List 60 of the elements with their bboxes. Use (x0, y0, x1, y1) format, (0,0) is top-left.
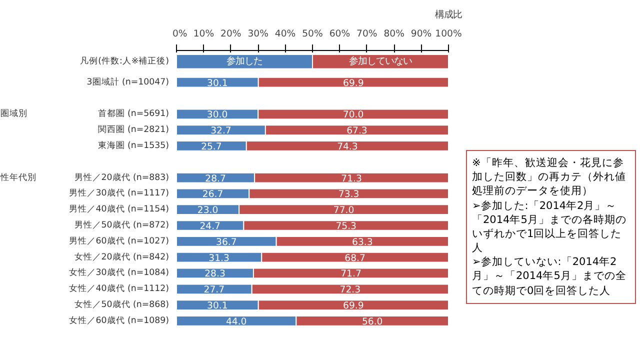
data-label: 74.3 (337, 141, 358, 152)
legend-title: 凡例(件数:人※補正後) (80, 56, 170, 67)
y-tick-label: 女性／50歳代 (n=868) (74, 299, 170, 310)
data-label: 23.0 (197, 205, 218, 216)
x-tick-label: 0% (172, 28, 188, 40)
data-label: 31.3 (208, 252, 230, 264)
x-tick-label: 90% (410, 28, 432, 40)
data-label: 27.7 (204, 284, 225, 296)
data-label: 71.7 (340, 268, 362, 280)
y-tick-label: 男性／50歳代 (n=872) (74, 220, 170, 230)
y-tick-label: 女性／40歳代 (n=1112) (68, 283, 170, 294)
data-label: 24.7 (200, 221, 221, 232)
data-label: 77.0 (333, 205, 354, 216)
x-tick-label: 80% (384, 28, 405, 40)
data-label: 30.0 (206, 110, 228, 121)
data-label: 32.7 (210, 126, 232, 137)
y-tick-label: 女性／30歳代 (n=1084) (68, 267, 170, 278)
x-tick-label: 40% (274, 28, 296, 40)
data-label: 28.3 (204, 268, 226, 280)
y-tick-label: 男性／40歳代 (n=1154) (68, 204, 170, 215)
data-label: 71.3 (341, 173, 362, 184)
x-axis-title: 構成比 (435, 10, 462, 20)
data-label: 63.3 (352, 236, 373, 248)
x-tick-label: 100% (435, 28, 462, 40)
data-label: 56.0 (362, 316, 383, 328)
y-tick-label: 3圏域計 (n=10047) (86, 76, 170, 88)
series-label: 参加した (226, 56, 262, 68)
data-label: 25.7 (201, 141, 222, 152)
data-label: 73.3 (338, 189, 360, 200)
y-tick-label: 男性／30歳代 (n=1117) (68, 188, 170, 199)
text: ※「昨年、歓送迎会・花見に参加した回数」の再カテ（外れ値処理前のデータを使用） ➢参加した:「2014年2月」～「2014年5月」までの各時期のいずれかで1回以上を回答した人 ➢参加していない:「2014年2月」～「2014年5月」までの全ての時期で0回を回答した人 (472, 157, 626, 297)
y-tick-label: 東海圏 (n=1535) (98, 140, 170, 151)
data-label: 30.1 (207, 78, 228, 89)
data-label: 26.7 (202, 189, 224, 200)
x-tick-label: 70% (356, 28, 378, 40)
data-label: 36.7 (216, 236, 237, 248)
data-label: 70.0 (342, 110, 364, 121)
x-tick-label: 50% (302, 28, 324, 40)
data-label: 69.9 (343, 300, 364, 312)
y-tick-label: 関西圏 (n=2821) (98, 124, 170, 136)
x-tick-label: 30% (248, 28, 269, 40)
data-label: 75.3 (336, 221, 357, 232)
text: 圏域別 (0, 108, 28, 120)
data-label: 44.0 (226, 316, 247, 328)
data-label: 68.7 (344, 252, 366, 264)
x-tick-label: 10% (193, 28, 214, 40)
data-label: 69.9 (343, 78, 364, 89)
y-tick-label: 首都圏 (n=5691) (98, 108, 170, 120)
x-tick-label: 60% (329, 28, 350, 40)
y-tick-label: 男性／60歳代 (n=1027) (68, 235, 170, 246)
series-label: 参加していない (349, 56, 412, 68)
y-tick-label: 女性／20歳代 (n=842) (74, 251, 170, 262)
data-label: 67.3 (346, 126, 368, 137)
data-label: 72.3 (340, 284, 361, 296)
x-tick-label: 20% (220, 28, 242, 40)
y-tick-label: 女性／60歳代 (n=1089) (68, 314, 170, 326)
y-tick-label: 男性／20歳代 (n=883) (74, 172, 170, 183)
text: 性年代別 (0, 172, 36, 183)
data-label: 30.1 (207, 300, 228, 312)
data-label: 28.7 (205, 173, 226, 184)
